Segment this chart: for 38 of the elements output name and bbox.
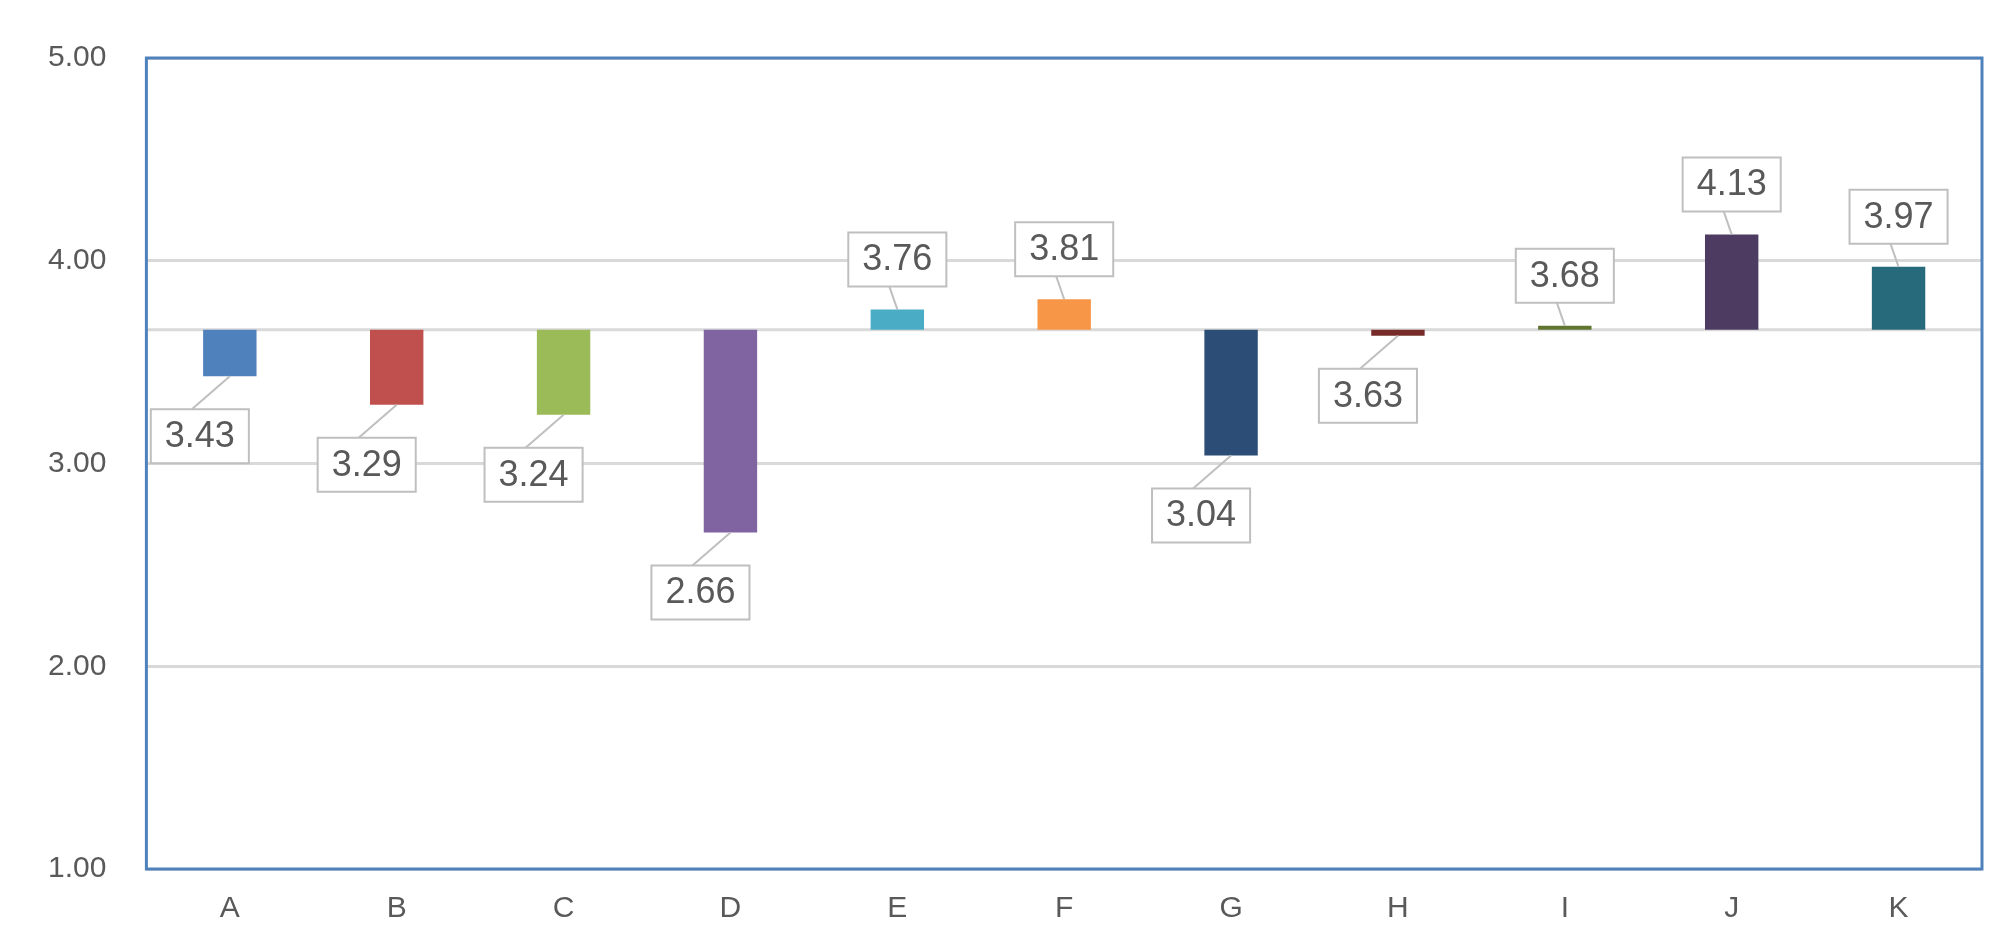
data-label: 3.63 <box>1332 373 1403 415</box>
bar <box>1204 329 1258 456</box>
x-tick-label: G <box>1219 890 1243 924</box>
x-tick-label: I <box>1560 890 1569 924</box>
data-label: 3.97 <box>1863 194 1934 236</box>
data-label: 3.04 <box>1166 493 1237 535</box>
bar <box>1371 329 1425 336</box>
x-tick-label: J <box>1724 890 1740 924</box>
bar <box>1871 266 1926 330</box>
x-tick-label: K <box>1888 890 1909 924</box>
x-tick-label: H <box>1387 890 1409 924</box>
bar <box>703 329 758 533</box>
data-label: 3.68 <box>1529 253 1600 295</box>
bar <box>1538 325 1592 330</box>
bar <box>536 329 591 415</box>
bar <box>1704 234 1759 330</box>
data-label: 3.43 <box>164 414 235 456</box>
x-tick-label: C <box>552 890 575 924</box>
data-label: 2.66 <box>665 570 736 612</box>
data-label: 3.76 <box>862 237 933 279</box>
bar <box>1037 299 1091 330</box>
y-tick-label: 5.00 <box>48 39 107 73</box>
x-tick-label: F <box>1055 890 1074 924</box>
x-tick-label: B <box>386 890 407 924</box>
x-tick-label: D <box>719 890 742 924</box>
x-tick-label: E <box>887 890 908 924</box>
y-tick-label: 2.00 <box>48 647 107 681</box>
bar <box>370 329 424 405</box>
bar <box>203 329 257 377</box>
data-label: 4.13 <box>1696 162 1767 204</box>
data-label: 3.81 <box>1029 227 1100 269</box>
data-label: 3.24 <box>498 452 569 494</box>
y-tick-label: 3.00 <box>48 444 107 478</box>
data-label: 3.29 <box>331 442 402 484</box>
x-tick-label: A <box>219 890 240 924</box>
y-tick-label: 1.00 <box>48 850 107 884</box>
bar <box>870 309 925 330</box>
y-tick-label: 4.00 <box>48 242 107 276</box>
